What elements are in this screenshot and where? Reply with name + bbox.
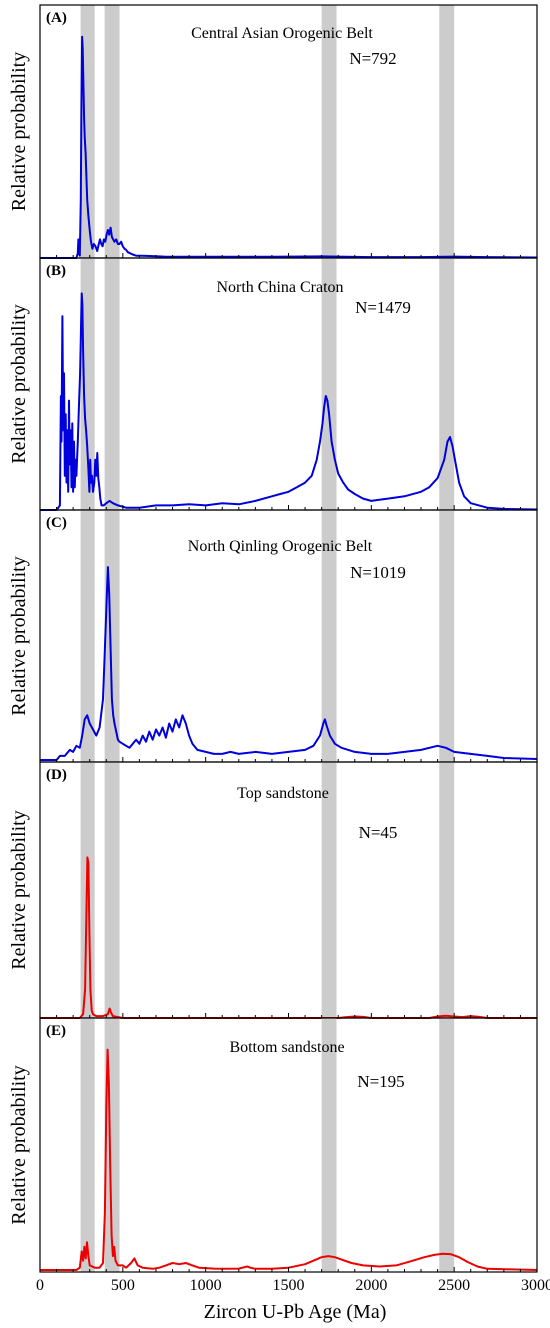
shaded-age-band xyxy=(104,510,120,762)
chart-panel: (B) North China Craton N=1479 Relative prob… xyxy=(8,257,538,511)
x-tick-label: 2000 xyxy=(355,1277,387,1294)
sample-count-label: N=45 xyxy=(359,823,398,842)
x-tick-label: 500 xyxy=(111,1277,135,1294)
probability-curve xyxy=(40,566,538,761)
probability-curve xyxy=(40,292,538,511)
probability-curve xyxy=(40,856,537,1019)
panel-title: Bottom sandstone xyxy=(229,1039,344,1056)
y-axis-label: Relative probability xyxy=(8,556,30,715)
chart-panel: (A) Central Asian Orogenic Belt N=792 Relat… xyxy=(8,4,538,259)
panel-title: North Qinling Orogenic Belt xyxy=(188,538,373,555)
bottom-x-axis: 0 500 1000 1500 2000 2500 3000 xyxy=(36,1277,550,1294)
shaded-age-band xyxy=(80,510,95,762)
shaded-age-band xyxy=(321,1018,337,1272)
panel-label: (D) xyxy=(46,767,67,783)
shaded-age-band xyxy=(439,1018,455,1272)
panel-label: (B) xyxy=(46,263,66,279)
panel-title: North China Craton xyxy=(216,279,343,296)
x-tick-label: 3000 xyxy=(521,1277,550,1294)
sample-count-label: N=1479 xyxy=(355,298,411,317)
shaded-age-band xyxy=(321,5,337,258)
shaded-age-band xyxy=(321,510,337,762)
y-axis-label: Relative probability xyxy=(8,304,30,463)
probability-curve xyxy=(40,1048,538,1271)
x-tick-label: 0 xyxy=(36,1277,44,1294)
sample-count-label: N=1019 xyxy=(350,563,406,582)
panels-group: (A) Central Asian Orogenic Belt N=792 Relat… xyxy=(8,4,538,1273)
shaded-age-band xyxy=(439,762,455,1018)
shaded-age-band xyxy=(439,510,455,762)
shaded-age-band xyxy=(104,762,120,1018)
x-tick-label: 1500 xyxy=(273,1277,305,1294)
panel-label: (E) xyxy=(46,1023,66,1039)
panel-label: (A) xyxy=(46,10,67,26)
panel-title: Top sandstone xyxy=(237,785,329,802)
probability-curve xyxy=(40,35,538,259)
x-tick-label: 1000 xyxy=(190,1277,222,1294)
shaded-age-band xyxy=(80,258,95,510)
x-axis-label: Zircon U-Pb Age (Ma) xyxy=(204,1301,387,1323)
x-tick-label: 2500 xyxy=(438,1277,470,1294)
y-axis-label: Relative probability xyxy=(8,52,30,211)
sample-count-label: N=195 xyxy=(357,1072,404,1091)
shaded-age-band xyxy=(80,1018,95,1272)
shaded-age-band xyxy=(104,258,120,510)
shaded-age-band xyxy=(104,5,120,258)
chart-panel: (D) Top sandstone N=45 Relative probability xyxy=(8,761,538,1019)
shaded-age-band xyxy=(439,5,455,258)
y-axis-label: Relative probability xyxy=(8,810,30,969)
chart-panel: (E) Bottom sandstone N=195 Relative probabi… xyxy=(8,1017,538,1273)
sample-count-label: N=792 xyxy=(349,49,396,68)
y-axis-label: Relative probability xyxy=(8,1065,30,1224)
panel-title: Central Asian Orogenic Belt xyxy=(191,25,373,42)
shaded-age-band xyxy=(321,762,337,1018)
shaded-age-band xyxy=(80,5,95,258)
chart-panel: (C) North Qinling Orogenic Belt N=1019 Rela… xyxy=(8,509,538,763)
shaded-age-band xyxy=(439,258,455,510)
panel-label: (C) xyxy=(46,515,67,531)
